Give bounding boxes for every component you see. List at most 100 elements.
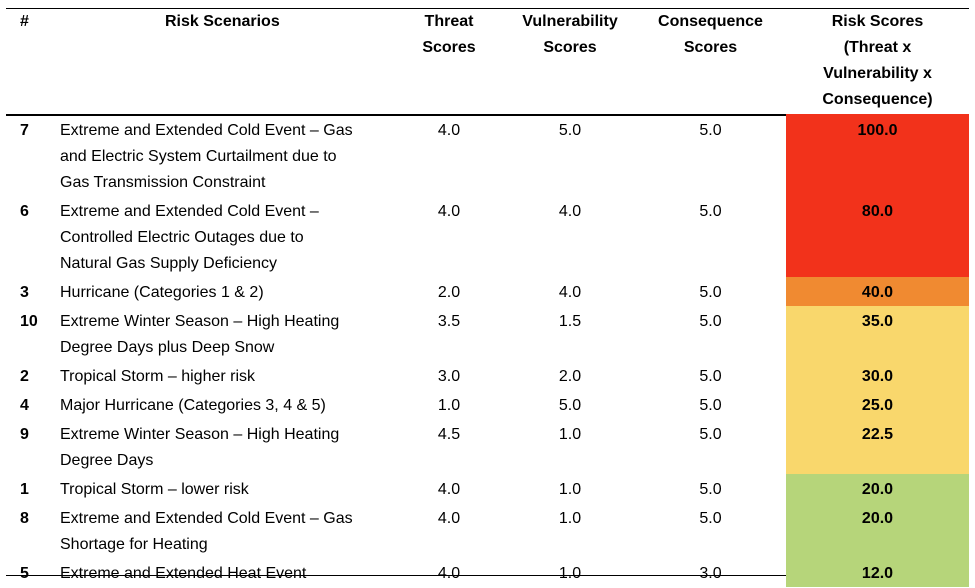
row-number: 5	[6, 558, 48, 587]
row-threat-score: 2.0	[393, 277, 505, 306]
header-risk-scores: Risk Scores (Threat x Vulnerability x Conse…	[822, 13, 933, 108]
row-scenario: Extreme and Extended Cold Event – Control…	[48, 196, 393, 277]
threat-score-value: 1.0	[437, 397, 461, 414]
row-threat-score: 1.0	[393, 390, 505, 419]
table-row: 6 Extreme and Extended Cold Event – Contro…	[6, 196, 969, 277]
row-threat-score: 4.0	[393, 503, 505, 558]
scenario-line: Hurricane (Categories 1 & 2)	[60, 284, 264, 301]
row-number-text: 3	[20, 284, 29, 301]
row-risk-score: 100.0	[786, 114, 969, 196]
threat-score-value: 4.0	[437, 122, 461, 139]
row-vulnerability-score: 2.0	[505, 361, 635, 390]
risk-scores-table: # Risk Scenarios Threat Scores Vulnerabil…	[6, 9, 969, 587]
scenario-line: and Electric System Curtailment due to	[60, 148, 337, 165]
header-consequence-scores: Consequence Scores	[658, 13, 763, 56]
row-vulnerability-score: 1.0	[505, 419, 635, 474]
row-scenario: Hurricane (Categories 1 & 2)	[48, 277, 393, 306]
row-scenario: Extreme and Extended Cold Event – Gas Sho…	[48, 503, 393, 558]
row-number-text: 6	[20, 203, 29, 220]
scenario-line: Extreme Winter Season – High Heating	[60, 313, 340, 330]
consequence-score-value: 5.0	[699, 397, 722, 414]
header-vulnerability-scores: Vulnerability Scores	[522, 13, 618, 56]
consequence-score-value: 5.0	[699, 122, 722, 139]
scenario-line: Degree Days plus Deep Snow	[60, 339, 275, 356]
threat-score-value: 4.0	[437, 565, 461, 582]
threat-score-value: 4.5	[437, 426, 461, 443]
risk-score-value: 100.0	[857, 122, 898, 139]
vulnerability-score-value: 1.0	[558, 565, 582, 582]
row-consequence-score: 3.0	[635, 558, 786, 587]
consequence-score-value: 5.0	[699, 368, 722, 385]
table-row: 8 Extreme and Extended Cold Event – Gas Sh…	[6, 503, 969, 558]
consequence-score-value: 5.0	[699, 426, 722, 443]
scenario-line: Extreme and Extended Cold Event –	[60, 203, 319, 220]
row-scenario: Tropical Storm – lower risk	[48, 474, 393, 503]
header-number: #	[20, 13, 29, 30]
vulnerability-score-value: 1.5	[558, 313, 582, 330]
row-threat-score: 3.0	[393, 361, 505, 390]
row-vulnerability-score: 4.0	[505, 277, 635, 306]
table-header-row: # Risk Scenarios Threat Scores Vulnerabil…	[6, 9, 969, 114]
table-bottom-rule	[6, 575, 969, 576]
consequence-score-value: 5.0	[699, 510, 722, 527]
table-row: 4 Major Hurricane (Categories 3, 4 & 5) 1.…	[6, 390, 969, 419]
row-number: 7	[6, 114, 48, 196]
row-vulnerability-score: 1.5	[505, 306, 635, 361]
row-number-text: 10	[20, 313, 38, 330]
risk-score-value: 80.0	[861, 203, 894, 220]
vulnerability-score-value: 4.0	[558, 203, 582, 220]
risk-score-value: 40.0	[861, 284, 894, 301]
row-scenario: Extreme Winter Season – High Heating Degr…	[48, 306, 393, 361]
row-threat-score: 4.0	[393, 558, 505, 587]
scenario-line: Natural Gas Supply Deficiency	[60, 255, 277, 272]
row-number-text: 8	[20, 510, 29, 527]
row-threat-score: 4.0	[393, 114, 505, 196]
scenario-line: Tropical Storm – higher risk	[60, 368, 256, 385]
threat-score-value: 2.0	[437, 284, 461, 301]
table-row: 2 Tropical Storm – higher risk 3.0 2.0 5.0 30…	[6, 361, 969, 390]
header-risk-scenarios: Risk Scenarios	[165, 13, 280, 30]
row-consequence-score: 5.0	[635, 306, 786, 361]
risk-score-value: 20.0	[861, 510, 894, 527]
row-vulnerability-score: 1.0	[505, 558, 635, 587]
consequence-score-value: 3.0	[699, 565, 722, 582]
row-risk-score: 40.0	[786, 277, 969, 306]
row-scenario: Extreme and Extended Heat Event	[48, 558, 393, 587]
table-top-rule	[6, 8, 969, 9]
row-number: 3	[6, 277, 48, 306]
row-number: 6	[6, 196, 48, 277]
consequence-score-value: 5.0	[699, 481, 722, 498]
row-vulnerability-score: 1.0	[505, 474, 635, 503]
row-consequence-score: 5.0	[635, 277, 786, 306]
vulnerability-score-value: 5.0	[558, 122, 582, 139]
scenario-line: Tropical Storm – lower risk	[60, 481, 249, 498]
row-number-text: 7	[20, 122, 29, 139]
vulnerability-score-value: 4.0	[558, 284, 582, 301]
vulnerability-score-value: 1.0	[558, 426, 582, 443]
consequence-score-value: 5.0	[699, 203, 722, 220]
row-threat-score: 4.0	[393, 474, 505, 503]
row-risk-score: 35.0	[786, 306, 969, 361]
row-threat-score: 4.5	[393, 419, 505, 474]
row-risk-score: 25.0	[786, 390, 969, 419]
scenario-line: Major Hurricane (Categories 3, 4 & 5)	[60, 397, 326, 414]
row-vulnerability-score: 5.0	[505, 390, 635, 419]
row-vulnerability-score: 4.0	[505, 196, 635, 277]
scenario-line: Shortage for Heating	[60, 536, 208, 553]
row-consequence-score: 5.0	[635, 474, 786, 503]
row-number: 9	[6, 419, 48, 474]
vulnerability-score-value: 1.0	[558, 481, 582, 498]
table-row: 7 Extreme and Extended Cold Event – Gas an…	[6, 114, 969, 196]
row-number: 1	[6, 474, 48, 503]
table-row: 5 Extreme and Extended Heat Event 4.0 1.0 3.…	[6, 558, 969, 587]
row-consequence-score: 5.0	[635, 196, 786, 277]
threat-score-value: 4.0	[437, 203, 461, 220]
scenario-line: Extreme and Extended Heat Event	[60, 565, 307, 582]
risk-score-value: 30.0	[861, 368, 894, 385]
vulnerability-score-value: 2.0	[558, 368, 582, 385]
table-row: 1 Tropical Storm – lower risk 4.0 1.0 5.0 20.…	[6, 474, 969, 503]
scenario-line: Extreme Winter Season – High Heating	[60, 426, 340, 443]
vulnerability-score-value: 5.0	[558, 397, 582, 414]
risk-score-value: 12.0	[861, 565, 894, 582]
